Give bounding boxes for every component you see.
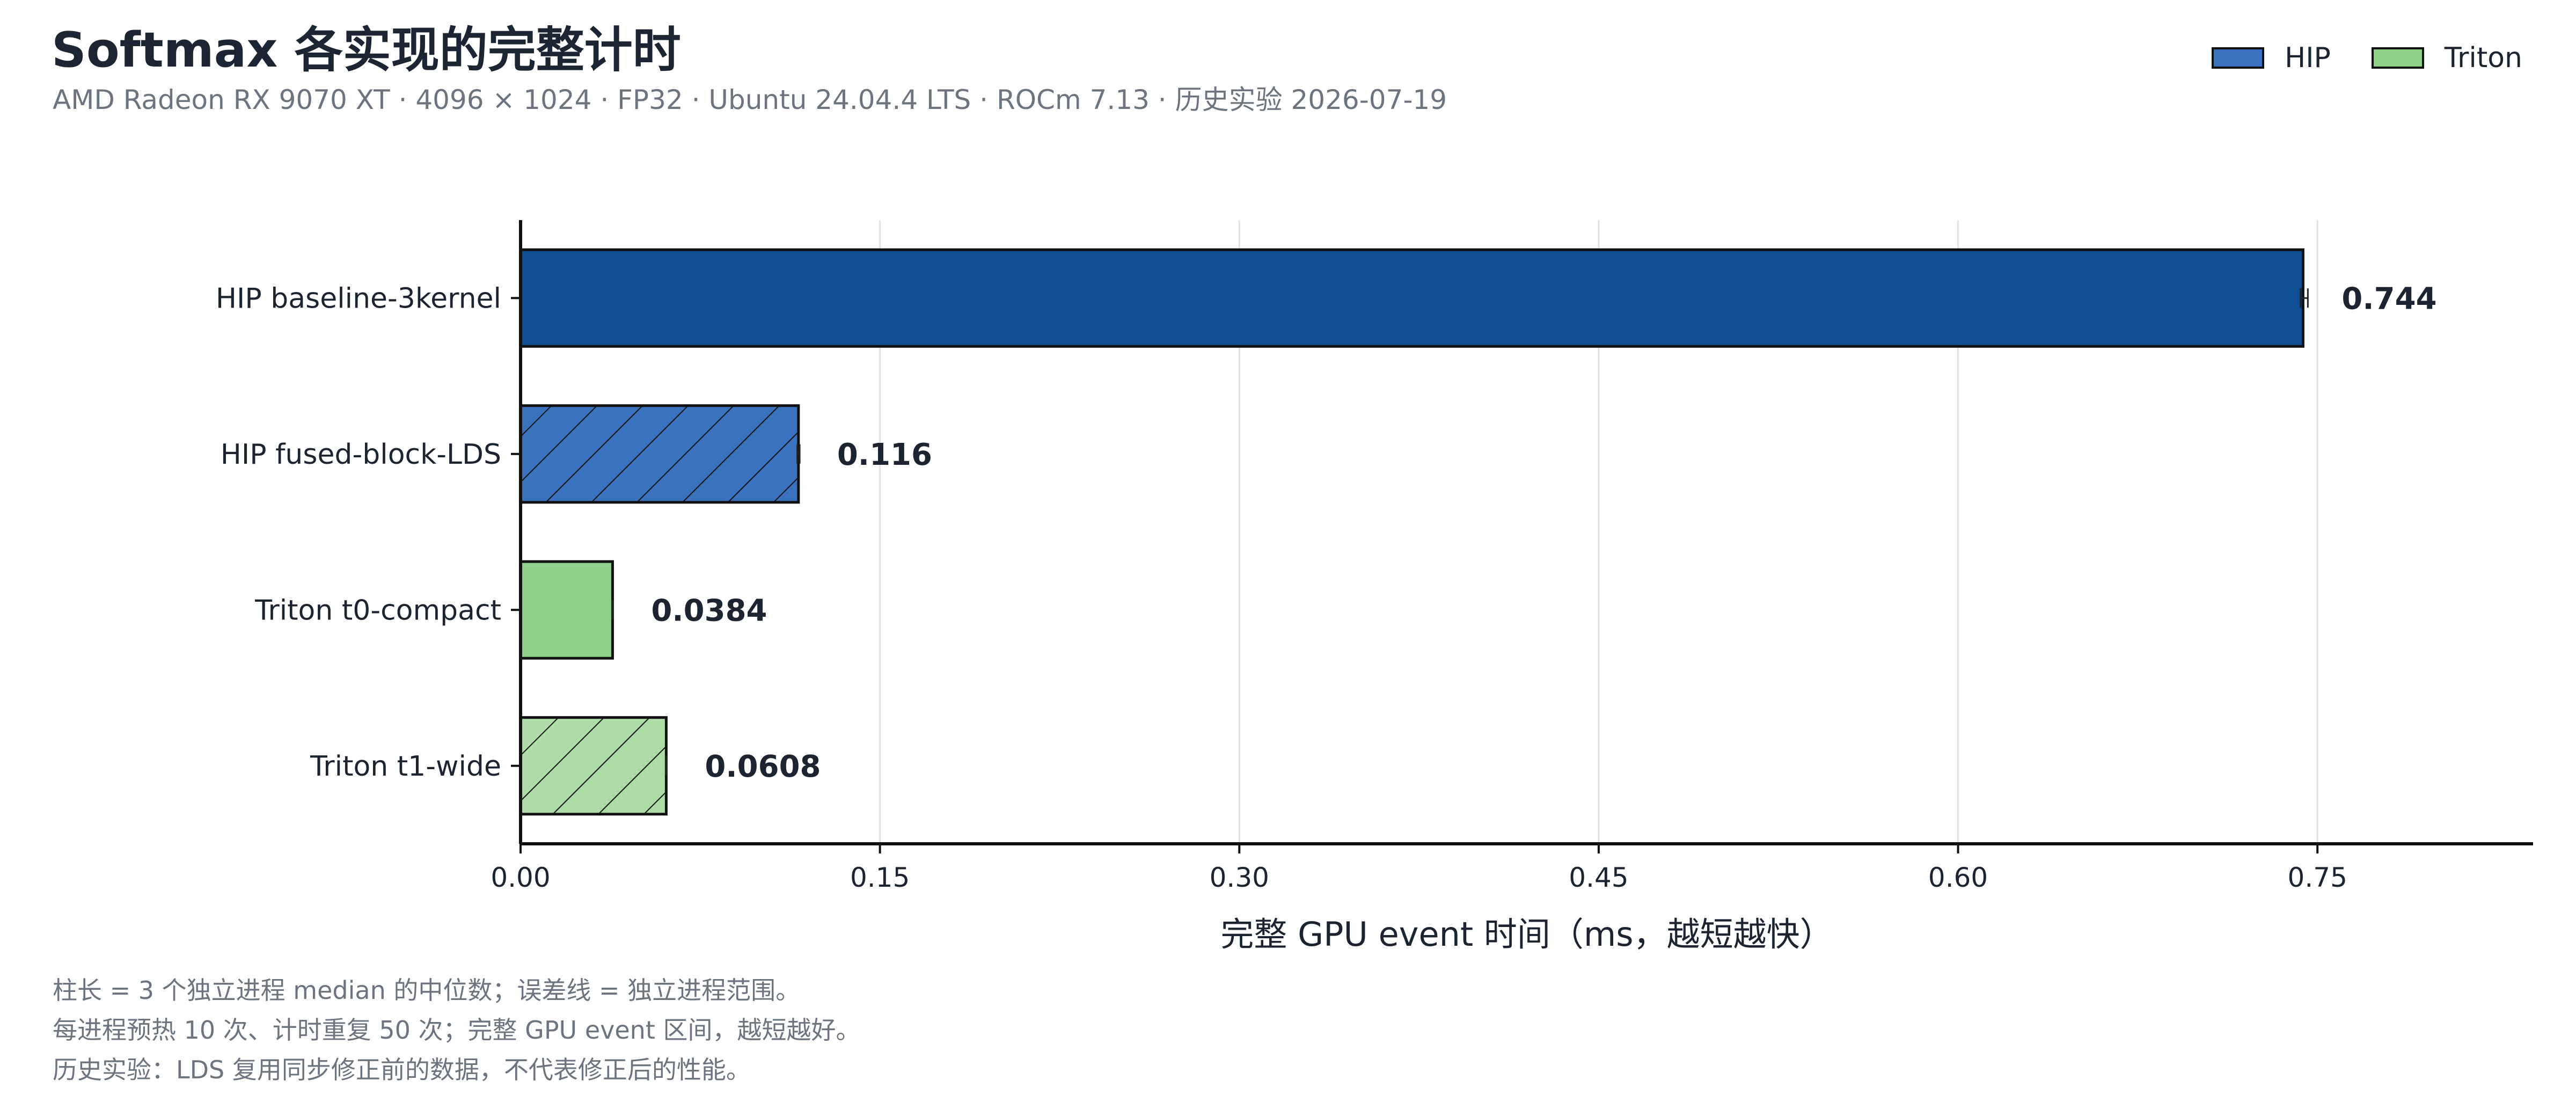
- legend-label-hip: HIP: [2285, 42, 2331, 74]
- footnote-line: 每进程预热 10 次、计时重复 50 次；完整 GPU event 区间，越短越…: [53, 1016, 861, 1045]
- axes: [511, 220, 2533, 853]
- category-label: HIP baseline-3kernel: [216, 282, 501, 315]
- footnote-line: 历史实验：LDS 复用同步修正前的数据，不代表修正后的性能。: [53, 1055, 751, 1084]
- category-label: Triton t1-wide: [310, 750, 501, 783]
- bars: [519, 248, 2309, 816]
- bar-hatch: [521, 405, 799, 502]
- legend-swatch-triton: [2371, 47, 2424, 69]
- x-axis-title: 完整 GPU event 时间（ms，越短越快）: [1220, 915, 1833, 954]
- legend: HIP Triton: [2171, 42, 2522, 74]
- category-label: Triton t0-compact: [254, 594, 501, 626]
- labels: 0.00 0.15 0.30 0.45 0.60 0.75 HIP baseline-3ke…: [216, 281, 2437, 954]
- legend-label-triton: Triton: [2444, 42, 2522, 74]
- x-tick-label: 0.45: [1569, 862, 1628, 893]
- bar: [521, 561, 613, 659]
- bar-hatch: [521, 717, 667, 814]
- x-tick-label: 0.75: [2288, 862, 2347, 893]
- legend-item-triton: Triton: [2371, 42, 2522, 74]
- x-tick-label: 0.60: [1928, 862, 1988, 893]
- bar-chart: 0.00 0.15 0.30 0.45 0.60 0.75 HIP baseline-3ke…: [216, 220, 2533, 954]
- value-label: 0.0608: [705, 749, 821, 784]
- legend-swatch-hip: [2212, 47, 2265, 69]
- x-tick-label: 0.30: [1210, 862, 1269, 893]
- value-label: 0.744: [2341, 281, 2436, 316]
- value-label: 0.116: [837, 437, 932, 472]
- x-tick-label: 0.15: [850, 862, 910, 893]
- footnotes: 柱长 = 3 个独立进程 median 的中位数；误差线 = 独立进程范围。 每…: [53, 970, 861, 1090]
- legend-item-hip: HIP: [2212, 42, 2331, 74]
- category-label: HIP fused-block-LDS: [221, 439, 501, 471]
- footnote-line: 柱长 = 3 个独立进程 median 的中位数；误差线 = 独立进程范围。: [53, 976, 801, 1005]
- chart-subtitle: AMD Radeon RX 9070 XT · 4096 × 1024 · FP…: [53, 84, 1447, 115]
- bar: [521, 250, 2303, 347]
- chart-title: Softmax 各实现的完整计时: [52, 22, 681, 78]
- value-label: 0.0384: [651, 593, 767, 628]
- x-tick-label: 0.00: [491, 862, 550, 893]
